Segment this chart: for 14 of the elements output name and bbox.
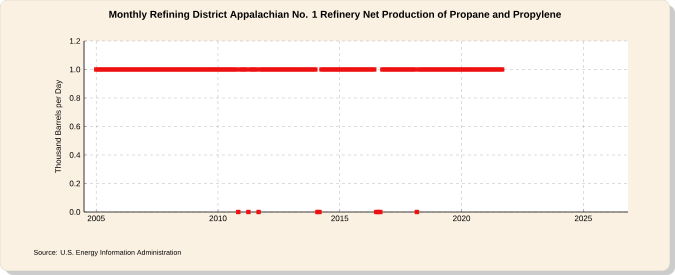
y-tick-label: 1.0	[70, 66, 80, 72]
y-tick-label: 0.8	[70, 95, 80, 101]
x-tick-label: 2025	[574, 216, 592, 222]
x-tick-label: 2005	[88, 216, 105, 222]
x-tick-label: 2020	[453, 216, 470, 222]
y-tick-label: 1.2	[70, 38, 80, 44]
x-tick-label: 2015	[331, 216, 348, 222]
y-tick-label: 0.2	[70, 180, 80, 186]
y-tick-label: 0.6	[70, 124, 80, 130]
y-tick-label: 0.0	[70, 209, 80, 215]
y-axis-title: Thousand Barrels per Day	[55, 80, 62, 174]
x-tick-label: 2010	[209, 216, 227, 222]
chart-title: Monthly Refining District Appalachian No. 1 Refinery Net Production of Propane and Propylene	[109, 10, 561, 20]
y-tick-label: 0.4	[70, 152, 80, 158]
